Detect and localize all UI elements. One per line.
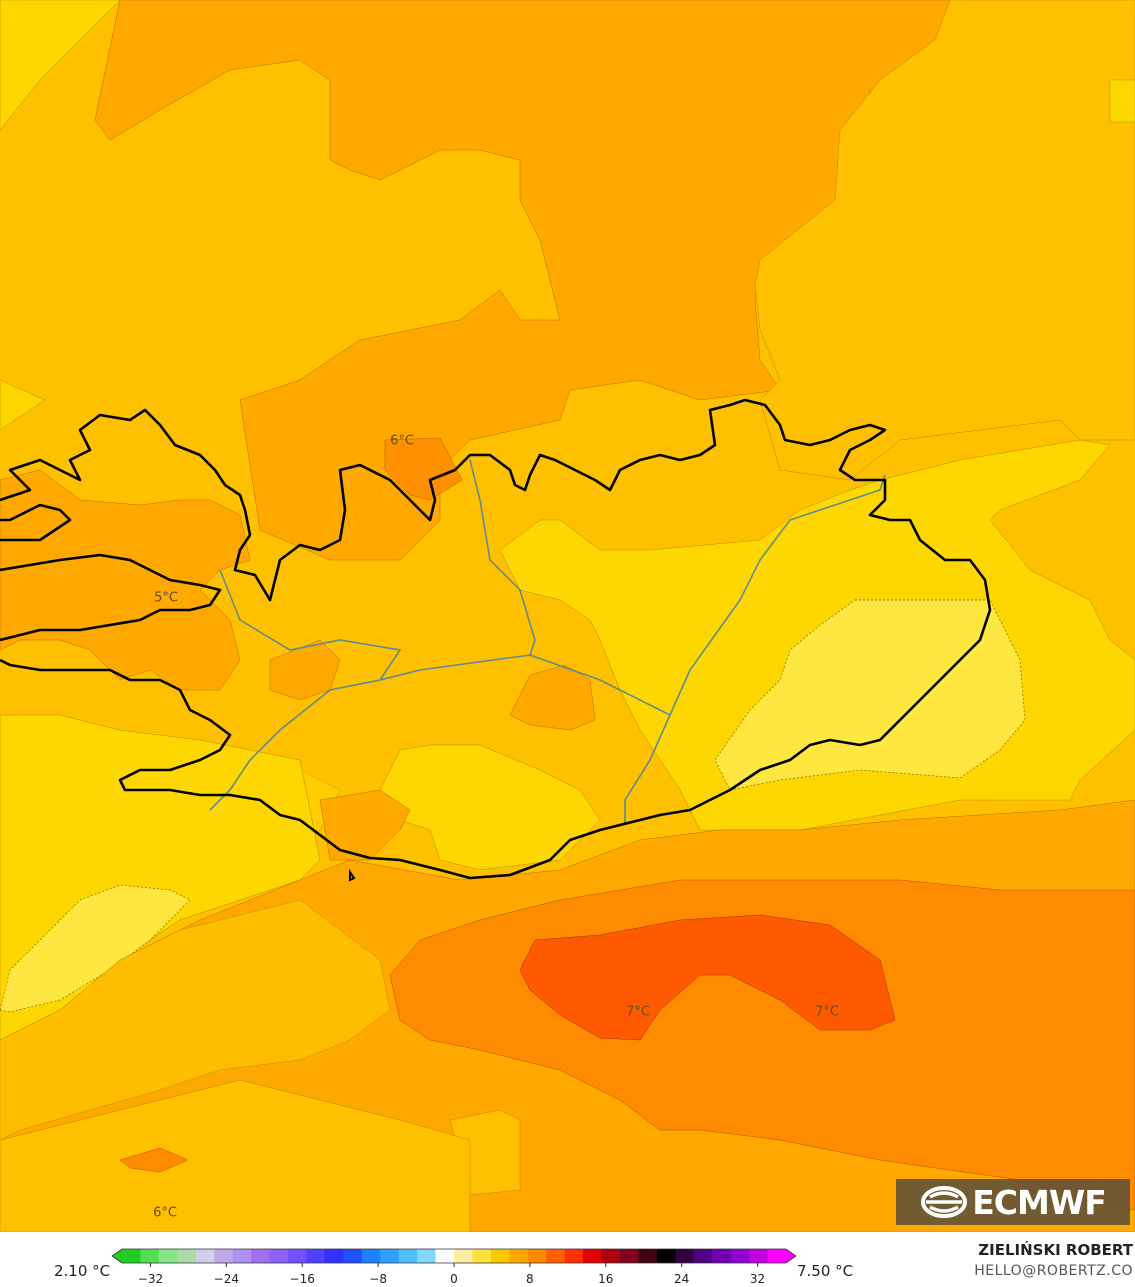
colorbar-segment [749, 1249, 769, 1263]
legend-max-label: 7.50 °C [797, 1262, 854, 1280]
colorbar-segment [380, 1249, 400, 1263]
border-lines [209, 459, 886, 825]
colorbar-tick-label: −8 [369, 1272, 387, 1286]
colorbar-tick-label: 0 [450, 1272, 458, 1286]
temperature-band-west-yellow [0, 379, 46, 431]
colorbar-segment [251, 1249, 271, 1263]
temperature-band-bottom-yellow [0, 1079, 471, 1232]
colorbar-segment [122, 1249, 141, 1263]
colorbar-segment [620, 1249, 639, 1263]
ecmwf-logo: ECMWF [896, 1179, 1130, 1225]
colorbar-segment [140, 1249, 160, 1263]
temperature-band-central-patch-2 [509, 664, 596, 731]
temperature-map[interactable]: 6°C 5°C 7°C 7°C 6°C ECMWF [0, 0, 1135, 1232]
colorbar-segment [288, 1249, 307, 1263]
temperature-band-small-patch [119, 1147, 189, 1173]
contour-label: 5°C [154, 590, 178, 606]
colorbar-segment [417, 1249, 437, 1263]
colorbar-segment [730, 1249, 750, 1263]
colorbar [112, 1248, 796, 1267]
colorbar-segment [195, 1249, 215, 1263]
coastline-island [349, 868, 356, 882]
temperature-band-sw-orange-2 [319, 789, 411, 861]
colorbar-segment [656, 1249, 676, 1263]
colorbar-segment [693, 1249, 713, 1263]
colorbar-segment [361, 1249, 381, 1263]
contour-label: 7°C [626, 1004, 650, 1020]
colorbar-segment [232, 1249, 252, 1263]
temperature-band-north [94, 0, 951, 561]
colorbar-segment [601, 1249, 621, 1263]
colorbar-segment [435, 1249, 455, 1263]
temperature-band-ne-square [1109, 79, 1135, 123]
colorbar-segment [269, 1249, 289, 1263]
colorbar-outline [112, 1248, 796, 1264]
colorbar-segment [343, 1249, 363, 1263]
temperature-band-sw-light [0, 884, 191, 1013]
colorbar-segment [398, 1249, 418, 1263]
ecmwf-logo-icon [921, 1186, 968, 1218]
contour-label: 6°C [153, 1205, 177, 1221]
colorbar-segment [583, 1249, 603, 1263]
colorbar-tick-label: −32 [137, 1272, 164, 1286]
colorbar-segment [214, 1249, 234, 1263]
credit-email: HELLO@ROBERTZ.CO [974, 1263, 1133, 1279]
colorbar-segment [472, 1249, 492, 1263]
contour-label: 7°C [815, 1004, 839, 1020]
colorbar-segment [712, 1249, 732, 1263]
contour-label: 6°C [390, 433, 414, 449]
colorbar-max-arrow [786, 1249, 796, 1263]
colorbar-segment [767, 1249, 787, 1263]
colorbar-segment [158, 1249, 178, 1263]
colorbar-segment [675, 1249, 695, 1263]
colorbar-tick-label: 8 [526, 1272, 534, 1286]
colorbar-tick-label: 24 [674, 1272, 690, 1286]
temperature-band-nw [0, 0, 121, 131]
temperature-band-6c-north [384, 437, 463, 501]
colorbar-segment [490, 1249, 510, 1263]
temperature-band-se-light [714, 599, 1026, 791]
temperature-band-lower-left [0, 899, 391, 1141]
colorbar-segment [527, 1249, 547, 1263]
colorbar-segment [564, 1249, 584, 1263]
colorbar-tick-label: 16 [598, 1272, 614, 1286]
temperature-band-7c [519, 914, 896, 1041]
colorbar-segment [546, 1249, 566, 1263]
credit-name: ZIELIŃSKI ROBERT [978, 1241, 1133, 1259]
colorbar-segment [306, 1249, 326, 1263]
map-canvas [0, 0, 1135, 1232]
colorbar-segment [454, 1249, 473, 1263]
legend: 2.10 °C −32 −24 −16 −8 0 8 16 24 32 7.50 °C ZIEL… [0, 1232, 1135, 1287]
colorbar-segment [638, 1249, 658, 1263]
ecmwf-logo-text: ECMWF [972, 1182, 1107, 1222]
legend-min-label: 2.10 °C [54, 1262, 111, 1280]
colorbar-tick-label: 32 [749, 1272, 766, 1286]
colorbar-segment [324, 1249, 344, 1263]
colorbar-segment [177, 1249, 197, 1263]
colorbar-tick-label: −24 [213, 1272, 239, 1286]
coastline [0, 398, 992, 880]
colorbar-min-arrow [112, 1249, 122, 1263]
colorbar-segment [509, 1249, 529, 1263]
colorbar-tick-label: −16 [289, 1272, 315, 1286]
